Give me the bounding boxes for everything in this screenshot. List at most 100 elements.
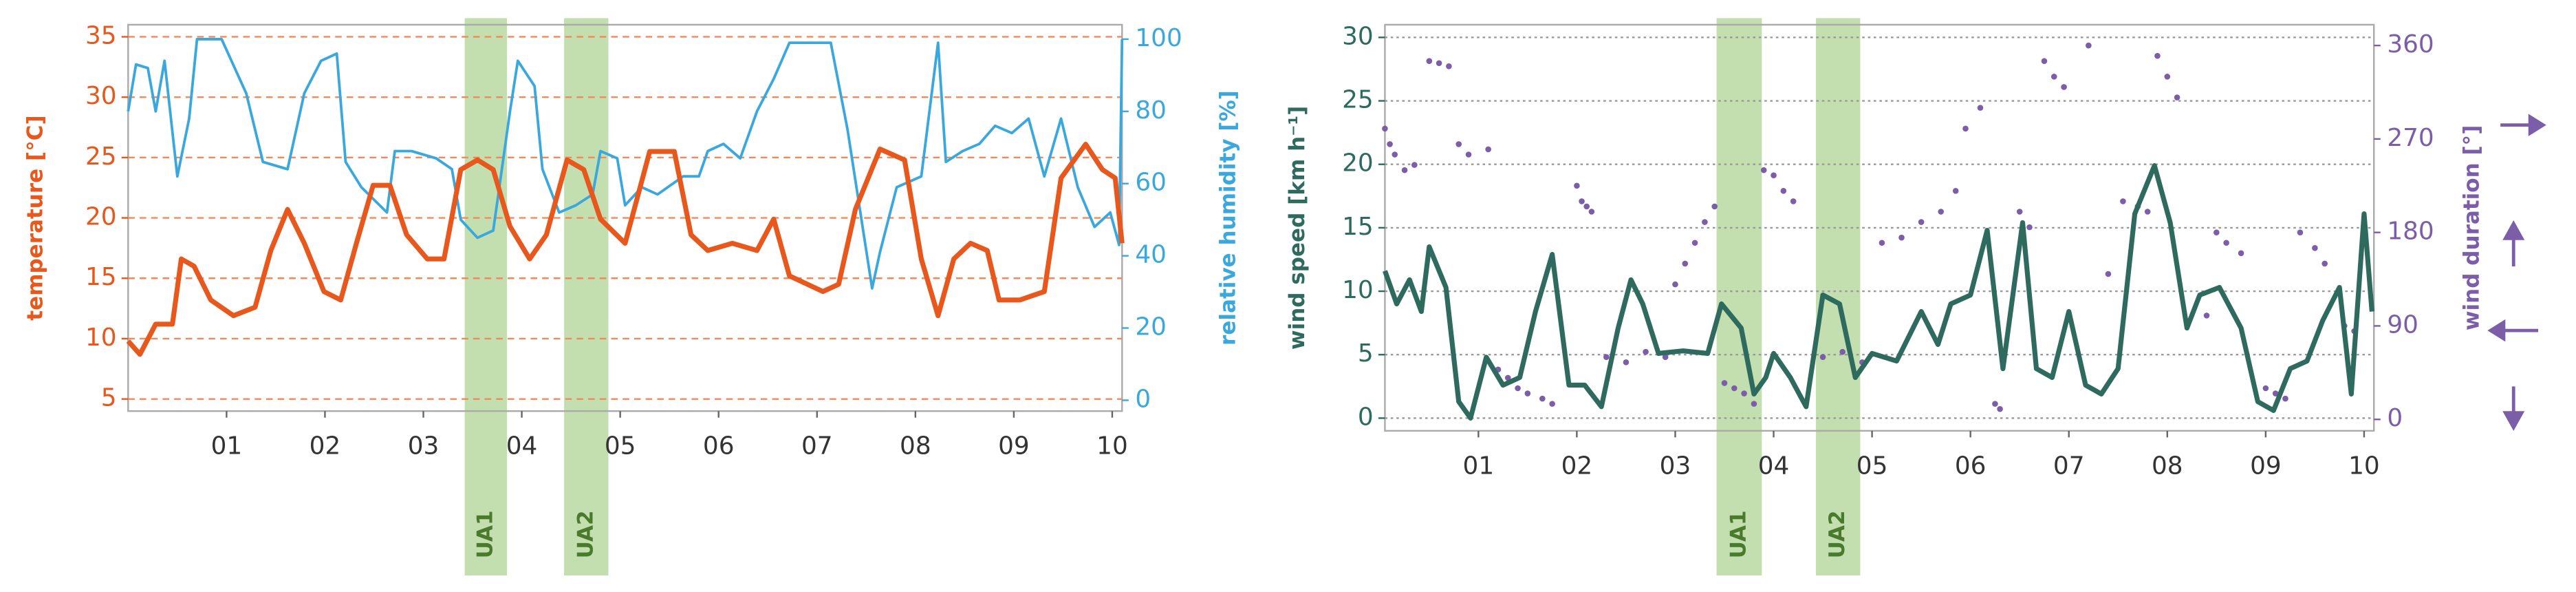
y2-tick-label: 360 — [2387, 30, 2434, 59]
y-axis-label: wind speed [km h⁻¹] — [1285, 106, 1310, 350]
scatter-point — [1741, 390, 1747, 397]
scatter-point — [1952, 188, 1959, 194]
scatter-point — [2105, 271, 2112, 277]
scatter-point — [1387, 141, 1393, 147]
y-tick-label: 5 — [101, 384, 117, 412]
y2-tick-label: 60 — [1135, 169, 1167, 197]
scatter-point — [1426, 58, 1433, 65]
scatter-point — [1790, 198, 1797, 204]
scatter-point — [2050, 74, 2057, 80]
arrow-head — [2502, 220, 2525, 240]
scatter-point — [1549, 401, 1555, 407]
scatter-point — [2312, 245, 2318, 251]
y-tick-label: 20 — [1342, 149, 1374, 178]
y2-tick-label: 40 — [1135, 241, 1167, 269]
scatter-point — [2321, 260, 2328, 267]
x-tick-label: 07 — [2053, 452, 2085, 480]
y-tick-label: 30 — [1342, 22, 1374, 50]
y2-axis-label: relative humidity [%] — [1216, 90, 1241, 346]
x-tick-label: 05 — [1857, 452, 1888, 480]
series-line — [126, 141, 1125, 357]
scatter-point — [1918, 219, 1925, 225]
scatter-point — [2214, 229, 2220, 235]
scatter-point — [1465, 151, 1472, 158]
scatter-point — [2016, 209, 2023, 215]
scatter-point — [1977, 105, 1984, 111]
x-tick-label: 02 — [310, 432, 341, 461]
x-tick-label: 04 — [1758, 452, 1790, 480]
scatter-point — [1515, 385, 1521, 392]
scatter-point — [1898, 234, 1905, 241]
arrow-head — [2487, 319, 2506, 342]
x-tick-label: 03 — [408, 432, 440, 461]
highlight-band — [1716, 18, 1762, 576]
scatter-point — [1751, 401, 1757, 407]
scatter-point — [1682, 260, 1689, 267]
x-tick-label: 10 — [1096, 432, 1128, 461]
y-tick-label: 20 — [85, 203, 117, 231]
scatter-point — [1691, 240, 1698, 246]
highlight-band — [564, 18, 609, 576]
scatter-point — [1839, 348, 1846, 355]
scatter-point — [1643, 348, 1649, 355]
scatter-point — [2144, 209, 2151, 215]
direction-arrows — [2487, 114, 2546, 431]
x-tick-label: 06 — [703, 432, 735, 461]
scatter-point — [2238, 250, 2244, 257]
y-tick-label: 25 — [85, 142, 117, 171]
scatter-point — [1588, 209, 1595, 215]
x-tick-label: 01 — [1463, 452, 1495, 480]
scatter-point — [1672, 281, 1678, 288]
y2-tick-label: 180 — [2387, 218, 2434, 246]
scatter-point — [1392, 151, 1398, 158]
scatter-point — [1938, 209, 1945, 215]
scatter-point — [2154, 52, 2161, 59]
scatter-point — [2272, 390, 2279, 397]
y2-tick-label: 0 — [2387, 404, 2403, 432]
scatter-point — [1485, 146, 1491, 153]
scatter-point — [1731, 385, 1738, 392]
y-tick-label: 15 — [1342, 213, 1374, 241]
y-tick-label: 10 — [1342, 276, 1374, 304]
y-axis-label: temperature [°C] — [23, 115, 48, 320]
scatter-point — [1711, 203, 1718, 210]
scatter-point — [1997, 405, 2003, 412]
scatter-point — [1662, 354, 1669, 361]
scatter-point — [1539, 395, 1546, 402]
scatter-point — [1623, 359, 1630, 366]
scatter-point — [1771, 172, 1777, 178]
arrow-head — [2502, 411, 2525, 431]
y-tick-label: 25 — [1342, 86, 1374, 114]
y2-tick-label: 90 — [2387, 310, 2418, 339]
scatter-point — [1702, 219, 1708, 225]
y-tick-label: 5 — [1358, 339, 1374, 368]
scatter-point — [2174, 94, 2180, 101]
scatter-point — [2086, 42, 2092, 49]
scatter-point — [1411, 162, 1418, 168]
scatter-point — [1382, 125, 1388, 132]
x-tick-label: 01 — [211, 432, 243, 461]
series-line — [127, 37, 1124, 290]
y-tick-label: 0 — [1358, 403, 1374, 431]
band-label: UA2 — [1825, 510, 1850, 558]
scatter-point — [1879, 240, 1885, 246]
scatter-point — [1992, 401, 1998, 407]
scatter-point — [1446, 63, 1452, 70]
x-tick-label: 08 — [900, 432, 931, 461]
scatter-point — [1436, 60, 1442, 67]
scatter-point — [2203, 313, 2210, 319]
scatter-point — [1760, 167, 1767, 173]
scatter-point — [2297, 229, 2304, 235]
scatter-point — [1603, 354, 1610, 361]
y2-tick-label: 20 — [1135, 313, 1167, 341]
scatter-point — [2026, 224, 2033, 231]
scatter-point — [1780, 188, 1787, 194]
scatter-point — [1504, 374, 1511, 381]
x-tick-label: 04 — [506, 432, 538, 461]
scatter-point — [2061, 84, 2067, 90]
scatter-point — [1455, 141, 1462, 147]
scatter-point — [1574, 182, 1580, 189]
scatter-point — [1819, 354, 1826, 361]
scatter-point — [1401, 167, 1408, 173]
